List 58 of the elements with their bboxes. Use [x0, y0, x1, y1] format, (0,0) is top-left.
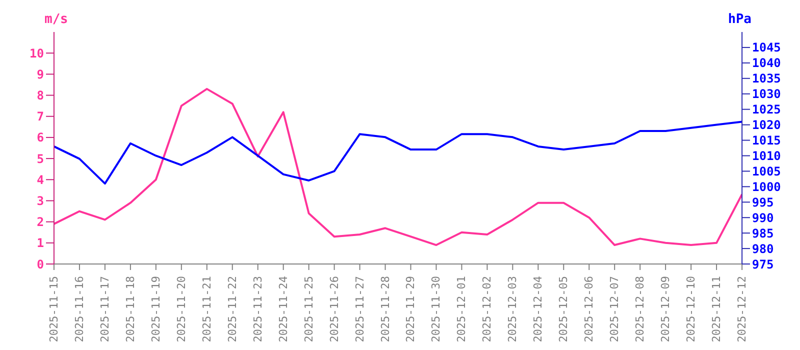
y2-tick-label: 1000: [752, 180, 781, 194]
y-tick-label: 1: [36, 236, 44, 250]
y-tick-label: 4: [36, 172, 44, 187]
line-series: [54, 88, 742, 246]
x-tick-label: 2025-11-18: [124, 276, 137, 342]
y-tick-label: 7: [36, 110, 44, 124]
x-tick-label: 2025-12-01: [455, 276, 468, 342]
y2-tick-label: 1030: [752, 87, 781, 102]
x-tick-label: 2025-12-09: [659, 276, 672, 342]
x-tick-label: 2025-11-15: [48, 276, 60, 342]
x-tick-label: 2025-12-03: [506, 276, 520, 342]
y2-tick-label: 1020: [752, 118, 781, 132]
y2-axis-title: hPa: [728, 12, 752, 28]
x-tick-label: 2025-11-25: [302, 276, 316, 342]
y2-tick-label: 990: [752, 210, 774, 225]
x-tick-label: 2025-12-05: [557, 276, 570, 342]
y-tick-label: 0: [36, 257, 44, 272]
y2-tick-label: 985: [752, 226, 774, 240]
y2-tick-label: 1015: [752, 134, 781, 148]
x-tick-label: 2025-11-26: [328, 276, 341, 342]
x-tick-label: 2025-11-30: [430, 276, 443, 342]
x-tick-label: 2025-11-23: [251, 276, 264, 342]
y2-tick-label: 975: [752, 257, 774, 272]
x-tick-label: 2025-12-08: [634, 276, 647, 342]
x-tick-label: 2025-12-04: [532, 276, 545, 342]
x-tick-label: 2025-12-02: [480, 276, 494, 342]
y2-tick-label: 1010: [752, 148, 781, 163]
y-tick-label: 2: [36, 215, 44, 230]
y-tick-label: 6: [36, 130, 44, 145]
x-tick-label: 2025-11-20: [174, 276, 188, 342]
y-tick-label: 3: [36, 194, 44, 208]
y2-tick-label: 980: [752, 242, 774, 256]
x-tick-label: 2025-11-24: [276, 276, 290, 342]
y-tick-label: 10: [30, 46, 44, 60]
x-tick-label: 2025-12-11: [710, 276, 724, 342]
x-tick-label: 2025-11-17: [98, 276, 112, 342]
x-tick-label: 2025-11-19: [149, 276, 162, 342]
x-tick-label: 2025-11-16: [72, 276, 86, 342]
x-tick-label: 2025-11-22: [226, 276, 239, 342]
x-tick-label: 2025-11-29: [404, 276, 418, 342]
y2-tick-label: 1035: [752, 72, 781, 86]
x-tick-label: 2025-11-28: [378, 276, 392, 342]
y-tick-label: 8: [36, 88, 44, 103]
x-tick-label: 2025-12-10: [684, 276, 698, 342]
y2-tick-label: 1025: [752, 102, 781, 117]
y-tick-label: 9: [36, 67, 44, 82]
x-tick-label: 2025-11-27: [353, 276, 366, 342]
x-tick-label: 2025-12-07: [608, 276, 622, 342]
line-series: [54, 120, 742, 185]
y2-tick-label: 995: [752, 195, 774, 210]
x-tick-label: 2025-11-21: [200, 276, 214, 342]
x-tick-label: 2025-12-12: [736, 276, 748, 342]
y2-tick-label: 1040: [752, 56, 781, 70]
y-tick-label: 5: [36, 152, 44, 166]
y2-tick-label: 1005: [752, 164, 781, 178]
y2-tick-label: 1045: [752, 40, 781, 55]
y-axis-title: m/s: [44, 12, 68, 28]
x-tick-label: 2025-12-06: [582, 276, 596, 342]
